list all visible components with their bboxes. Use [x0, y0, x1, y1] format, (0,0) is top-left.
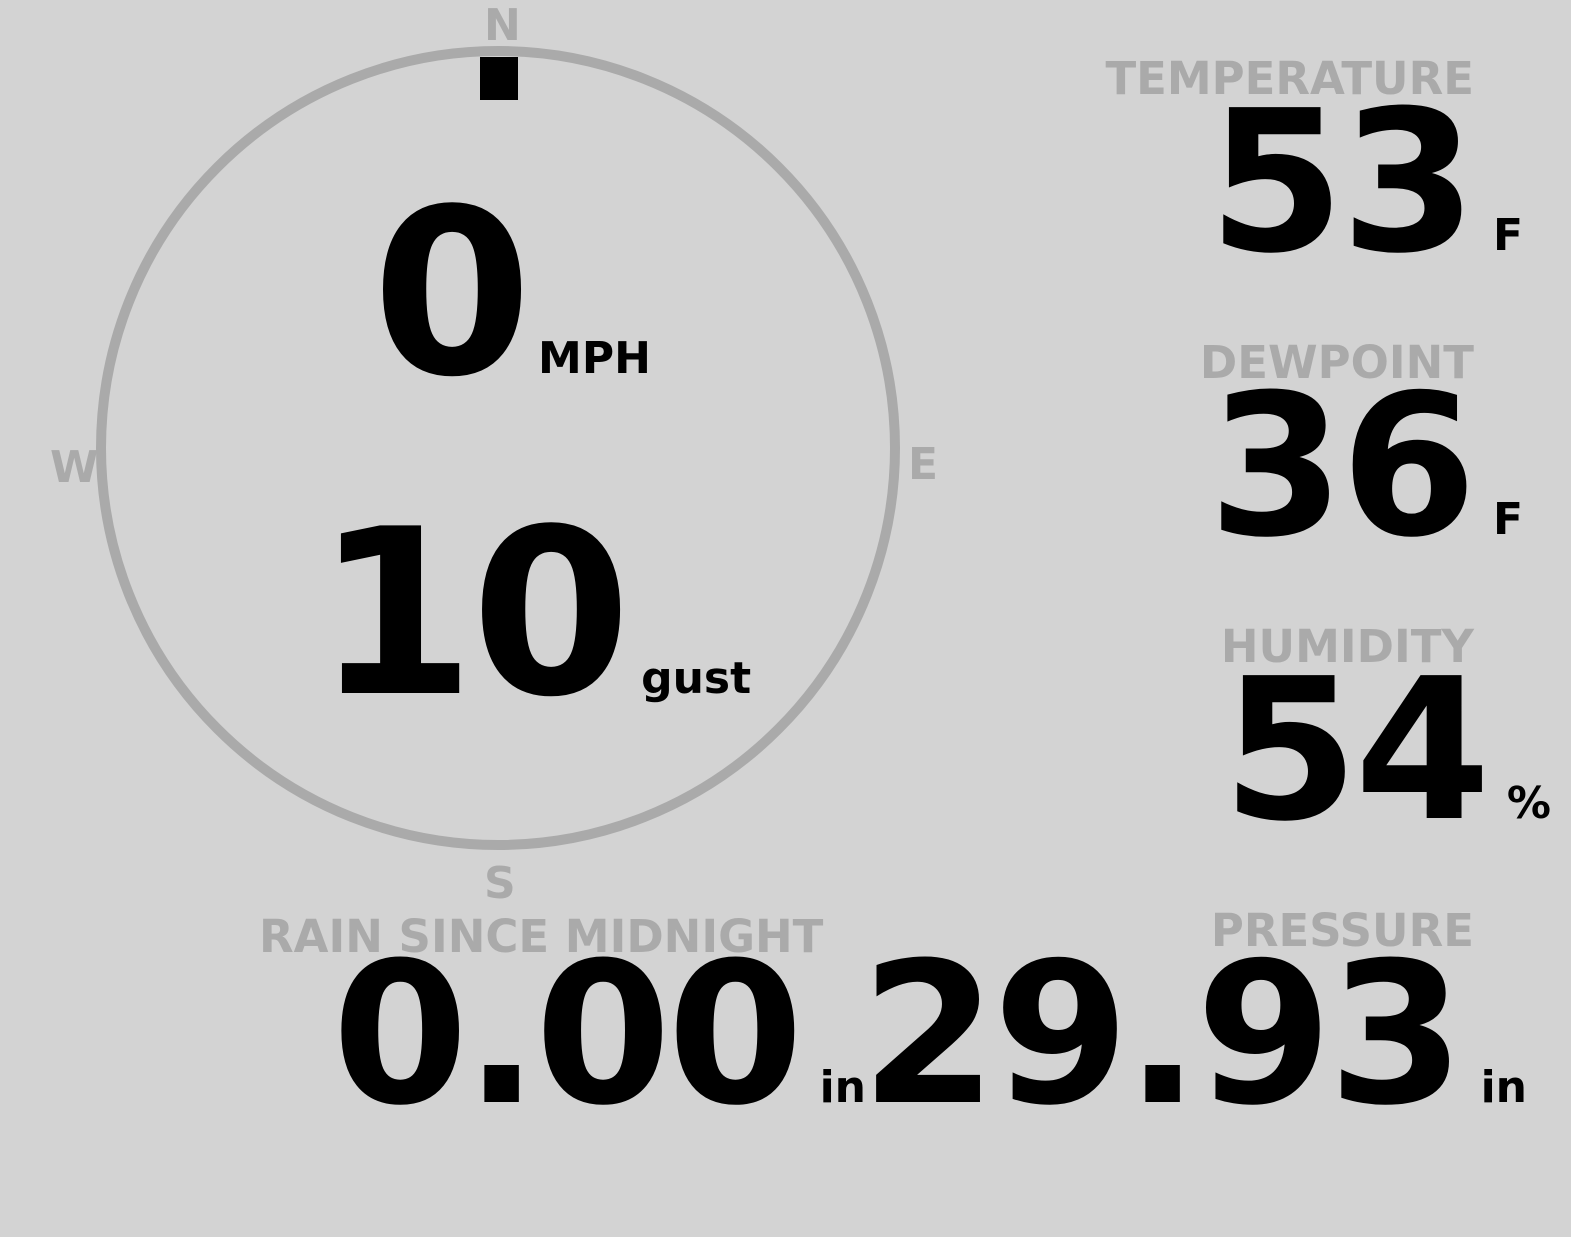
temperature-readout: 53 F — [1208, 85, 1523, 281]
dewpoint-label: DEWPOINT — [1199, 336, 1474, 389]
compass-north: N — [484, 0, 521, 51]
rain-unit: in — [819, 1062, 866, 1113]
rain-value: 0.00 — [332, 921, 804, 1149]
compass-ring — [96, 46, 900, 850]
dewpoint-readout: 36 F — [1208, 369, 1523, 565]
pressure-value: 29.93 — [860, 921, 1465, 1149]
humidity-label: HUMIDITY — [1220, 620, 1474, 673]
dewpoint-value: 36 — [1208, 353, 1477, 581]
temperature-unit: F — [1492, 210, 1523, 261]
wind-speed: 0 MPH — [372, 180, 651, 410]
compass-east: E — [908, 439, 939, 490]
pressure-readout: 29.93 in — [861, 937, 1527, 1133]
compass-south: S — [484, 858, 516, 909]
dewpoint-unit: F — [1492, 494, 1523, 545]
wind-gust-value: 10 — [315, 481, 631, 748]
humidity-unit: % — [1506, 778, 1551, 829]
humidity-readout: 54% — [1222, 653, 1551, 849]
rain-readout: 0.00 in — [332, 937, 866, 1133]
wind-speed-value: 0 — [372, 161, 532, 428]
pressure-unit: in — [1480, 1062, 1527, 1113]
compass-west: W — [50, 442, 99, 493]
humidity-value: 54 — [1222, 637, 1491, 865]
wind-gust-unit: gust — [641, 653, 752, 704]
temperature-label: TEMPERATURE — [1105, 52, 1474, 105]
wind-compass — [96, 46, 900, 850]
wind-direction-marker — [480, 57, 518, 100]
temperature-value: 53 — [1208, 69, 1477, 297]
wind-speed-unit: MPH — [538, 333, 651, 384]
pressure-label: PRESSURE — [1210, 904, 1474, 957]
rain-label: RAIN SINCE MIDNIGHT — [259, 910, 824, 963]
wind-gust: 10 gust — [315, 500, 751, 730]
